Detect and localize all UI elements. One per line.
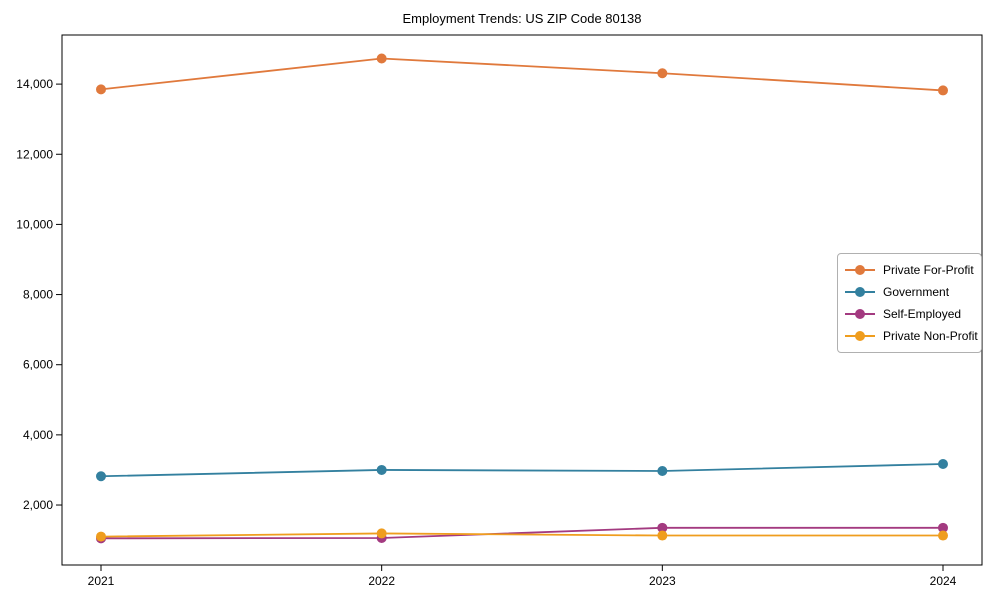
legend-label: Government [883, 285, 950, 299]
x-axis-tick-label: 2024 [930, 574, 957, 588]
series-line-private-non-profit [100, 532, 943, 538]
x-axis-tick-label: 2021 [88, 574, 115, 588]
y-axis-tick-label: 4,000 [23, 428, 53, 442]
y-axis-tick-label: 12,000 [16, 147, 53, 161]
data-point-private-non-profit-2023 [657, 530, 668, 541]
series-line-government [100, 463, 944, 478]
data-point-self-employed-2024 [938, 522, 948, 533]
chart-title: Employment Trends: US ZIP Code 80138 [402, 11, 642, 26]
legend-line-marker-icon [845, 265, 875, 275]
axes-frame [61, 34, 983, 566]
series-line-self-employed [100, 526, 943, 540]
legend-line-marker-icon [845, 287, 875, 297]
legend-line-marker-icon [845, 331, 875, 341]
legend-label: Private For-Profit [883, 263, 974, 277]
data-point-private-non-profit-2024 [938, 530, 948, 541]
data-point-private-for-profit-2024 [938, 85, 948, 96]
y-axis-tick-label: 2,000 [23, 498, 53, 512]
data-point-private-non-profit-2022 [376, 528, 387, 539]
y-axis-tick-label: 10,000 [16, 217, 53, 231]
series-line-private-for-profit [100, 57, 944, 92]
data-point-government-2022 [376, 464, 387, 475]
legend: Private For-Profit Government Self-Employe… [837, 253, 982, 353]
legend-label: Private Non-Profit [883, 329, 978, 343]
y-axis-tick-label: 8,000 [23, 288, 53, 302]
legend-item-private-non-profit: Private Non-Profit [845, 325, 978, 347]
x-axis-tick-label: 2023 [649, 574, 676, 588]
y-axis-tick-label: 6,000 [23, 358, 53, 372]
y-axis-tick-label: 14,000 [16, 77, 53, 91]
data-point-government-2024 [938, 458, 948, 469]
legend-item-government: Government [845, 281, 974, 303]
data-point-government-2023 [657, 465, 668, 476]
legend-line-marker-icon [845, 309, 875, 319]
data-point-private-for-profit-2021 [96, 84, 106, 95]
x-axis-tick-label: 2022 [368, 574, 395, 588]
data-point-self-employed-2023 [657, 522, 668, 533]
legend-label: Self-Employed [883, 307, 962, 321]
data-point-government-2021 [96, 471, 106, 482]
data-point-private-non-profit-2021 [96, 531, 106, 542]
data-point-private-for-profit-2023 [657, 68, 668, 79]
data-point-private-for-profit-2022 [376, 53, 387, 64]
legend-item-private-for-profit: Private For-Profit [845, 259, 974, 281]
legend-item-self-employed: Self-Employed [845, 303, 974, 325]
